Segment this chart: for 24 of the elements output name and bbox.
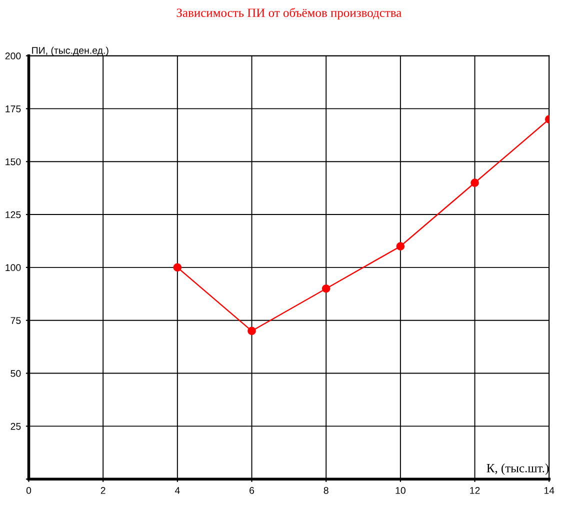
y-tick-label: 50 [10, 370, 21, 377]
x-tick-label: 14 [544, 487, 554, 494]
point [173, 263, 182, 272]
y-tick-label: 25 [10, 422, 21, 430]
x-tick-label: 10 [396, 487, 406, 494]
x-tick-label: 12 [470, 487, 480, 494]
y-tick-label: 175 [6, 106, 21, 112]
point [396, 242, 405, 250]
x-tick-label: 8 [324, 487, 328, 494]
x-axis-title: К, (тыс.шт.) [486, 464, 549, 475]
point [248, 326, 256, 336]
chart-title: Зависимость ПИ от объёмов производства [176, 8, 402, 20]
y-tick-label: 150 [6, 158, 21, 166]
point [322, 284, 330, 293]
y-tick-label: 100 [6, 264, 21, 272]
y-tick-label: 200 [5, 52, 21, 60]
y-axis-title: ПИ, (тыс.ден.ед.) [32, 46, 108, 56]
x-tick-label: 4 [174, 487, 180, 494]
y-tick-label: 75 [10, 317, 21, 324]
x-tick-label: 0 [26, 487, 32, 494]
point [470, 178, 479, 187]
y-tick-label: 125 [6, 211, 21, 218]
x-tick-label: 2 [100, 487, 106, 494]
x-tick-label: 6 [250, 487, 254, 494]
